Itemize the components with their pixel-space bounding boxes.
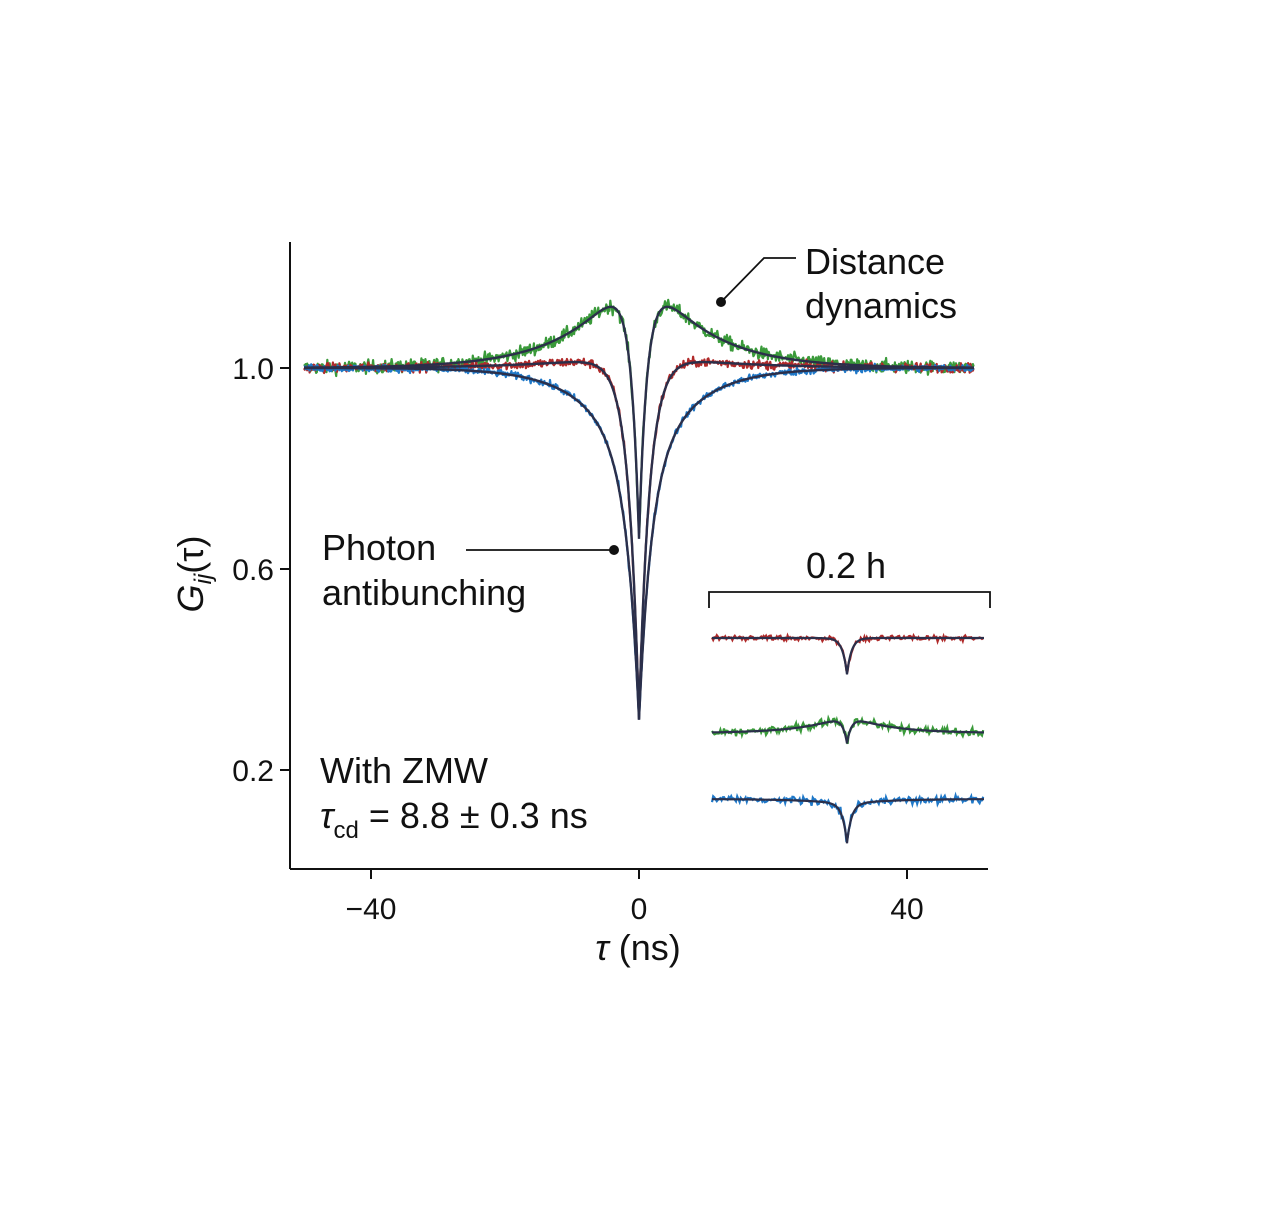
inset-bracket [708, 591, 991, 608]
x-tick-label: 0 [631, 893, 648, 926]
distance-leader-dot [716, 297, 726, 307]
x-tick-label: 40 [890, 893, 923, 926]
distance-label-line2: dynamics [805, 285, 957, 326]
photon-label-line2: antibunching [322, 572, 526, 613]
series-green-data [303, 298, 975, 534]
y-axis-main: G [170, 584, 211, 612]
y-tick-label: 0.2 [232, 755, 274, 788]
series-blue-fit [304, 366, 974, 720]
inset-label: 0.2 h [806, 545, 886, 586]
series-green-fit [304, 305, 974, 539]
tau-subscript: cd [333, 817, 358, 844]
tau-cd-label: τcd = 8.8 ± 0.3 ns [320, 795, 588, 844]
x-axis-title: τ (ns) [595, 927, 680, 968]
fit-layer [304, 305, 974, 720]
x-tick-label: −40 [346, 893, 397, 926]
photon-leader-dot [609, 545, 619, 555]
tau-value: = 8.8 ± 0.3 ns [359, 795, 588, 836]
y-axis-sub: ij [190, 573, 217, 584]
x-axis-symbol: τ [595, 927, 611, 968]
x-axis-unit: (ns) [609, 927, 681, 968]
inset-green-fit [712, 720, 984, 744]
inset-red-fit [712, 636, 984, 675]
photon-label-line1: Photon [322, 527, 436, 568]
inset-layer [710, 632, 985, 844]
distance-leader-line [720, 257, 796, 303]
y-tick-label: 0.6 [232, 554, 274, 587]
inset-blue-fit [712, 798, 984, 844]
tau-symbol: τ [320, 795, 336, 836]
distance-label-line1: Distance [805, 241, 945, 282]
y-axis-arg: (τ) [170, 536, 211, 574]
ticks-group: −40 0 40 1.0 0.6 0.2 [232, 353, 923, 926]
zmw-label: With ZMW [320, 750, 488, 791]
y-axis-title: Gij(τ) [170, 536, 217, 613]
y-tick-label: 1.0 [232, 353, 274, 386]
